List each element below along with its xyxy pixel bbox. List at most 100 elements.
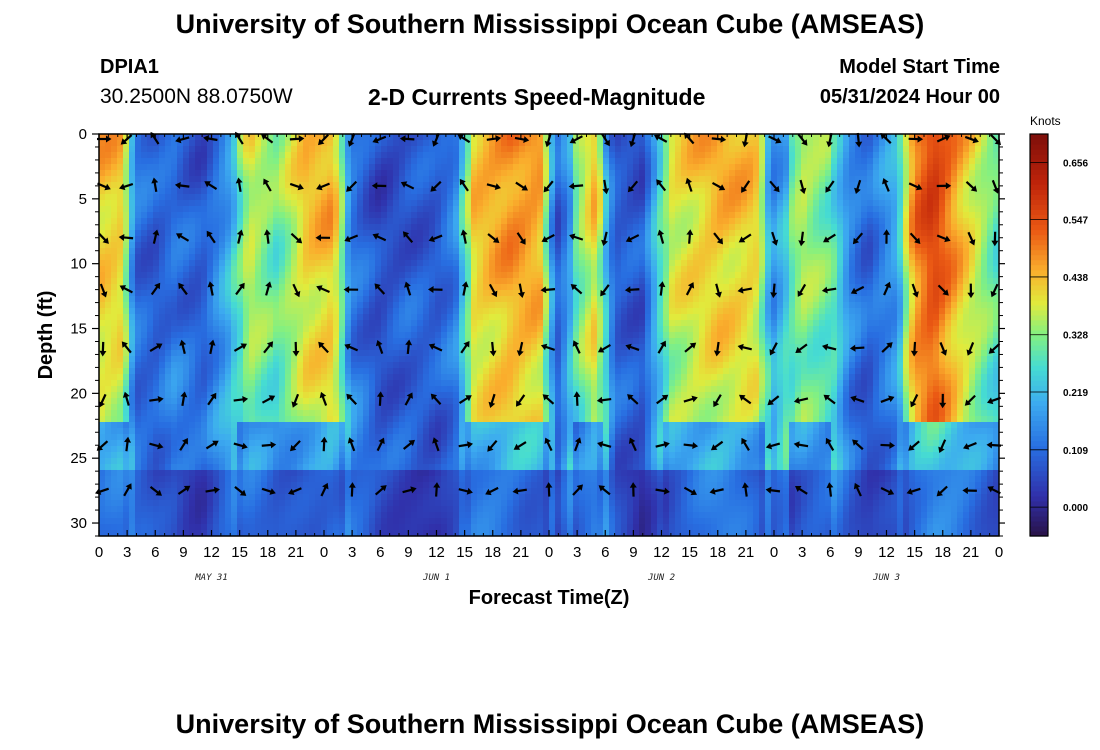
heatmap-cell — [303, 200, 310, 207]
heatmap-cell — [225, 152, 232, 159]
heatmap-cell — [117, 494, 124, 501]
heatmap-cell — [315, 440, 322, 447]
heatmap-cell — [537, 170, 544, 177]
heatmap-cell — [225, 200, 232, 207]
heatmap-cell — [171, 188, 178, 195]
heatmap-cell — [195, 494, 202, 501]
heatmap-cell — [345, 314, 352, 321]
heatmap-cell — [435, 218, 442, 225]
heatmap-cell — [117, 194, 124, 201]
heatmap-cell — [357, 290, 364, 297]
heatmap-cell — [381, 422, 388, 429]
heatmap-cell — [273, 374, 280, 381]
heatmap-cell — [525, 434, 532, 441]
heatmap-cell — [279, 344, 286, 351]
heatmap-cell — [327, 332, 334, 339]
heatmap-cell — [321, 350, 328, 357]
heatmap-cell — [501, 344, 508, 351]
heatmap-cell — [177, 260, 184, 267]
heatmap-cell — [537, 212, 544, 219]
heatmap-cell — [231, 140, 238, 147]
heatmap-cell — [255, 422, 262, 429]
heatmap-cell — [465, 206, 472, 213]
heatmap-cell — [189, 362, 196, 369]
heatmap-cell — [435, 452, 442, 459]
heatmap-cell — [495, 326, 502, 333]
heatmap-cell — [291, 302, 298, 309]
heatmap-cell — [507, 464, 514, 471]
heatmap-cell — [177, 338, 184, 345]
heatmap-cell — [363, 212, 370, 219]
heatmap-cell — [261, 230, 268, 237]
heatmap-cell — [165, 458, 172, 465]
heatmap-cell — [429, 302, 436, 309]
heatmap-cell — [267, 284, 274, 291]
heatmap-cell — [435, 530, 442, 537]
heatmap-cell — [393, 410, 400, 417]
heatmap-cell — [507, 254, 514, 261]
heatmap-cell — [123, 200, 130, 207]
heatmap-cell — [195, 512, 202, 519]
heatmap-cell — [357, 158, 364, 165]
heatmap-cell — [183, 158, 190, 165]
heatmap-cell — [543, 134, 550, 141]
heatmap-cell — [387, 470, 394, 477]
heatmap-cell — [123, 404, 130, 411]
heatmap-cell — [213, 356, 220, 363]
heatmap-cell — [273, 176, 280, 183]
heatmap-cell — [201, 512, 208, 519]
heatmap-cell — [111, 224, 118, 231]
heatmap-cell — [399, 446, 406, 453]
heatmap-cell — [183, 380, 190, 387]
heatmap-cell — [303, 518, 310, 525]
heatmap-cell — [471, 308, 478, 315]
heatmap-cell — [123, 266, 130, 273]
heatmap-cell — [417, 296, 424, 303]
heatmap-cell — [357, 206, 364, 213]
heatmap-cell — [393, 494, 400, 501]
heatmap-cell — [429, 230, 436, 237]
heatmap-cell — [327, 392, 334, 399]
heatmap-cell — [417, 176, 424, 183]
heatmap-cell — [261, 206, 268, 213]
heatmap-cell — [159, 200, 166, 207]
heatmap-cell — [537, 386, 544, 393]
heatmap-cell — [165, 218, 172, 225]
heatmap-cell — [285, 248, 292, 255]
heatmap-cell — [243, 398, 250, 405]
heatmap-cell — [345, 278, 352, 285]
heatmap-cell — [195, 272, 202, 279]
heatmap-cell — [315, 212, 322, 219]
heatmap-cell — [237, 446, 244, 453]
heatmap-cell — [153, 176, 160, 183]
heatmap-cell — [237, 440, 244, 447]
heatmap-cell — [99, 170, 106, 177]
heatmap-cell — [495, 470, 502, 477]
heatmap-cell — [447, 350, 454, 357]
heatmap-cell — [117, 224, 124, 231]
heatmap-cell — [513, 260, 520, 267]
heatmap-cell — [387, 134, 394, 141]
heatmap-cell — [495, 422, 502, 429]
heatmap-cell — [381, 146, 388, 153]
heatmap-cell — [141, 416, 148, 423]
heatmap-cell — [507, 506, 514, 513]
heatmap-cell — [465, 452, 472, 459]
heatmap-cell — [345, 206, 352, 213]
heatmap-cell — [423, 392, 430, 399]
heatmap-cell — [411, 512, 418, 519]
heatmap-cell — [231, 308, 238, 315]
heatmap-cell — [447, 392, 454, 399]
heatmap-cell — [285, 398, 292, 405]
heatmap-cell — [123, 260, 130, 267]
heatmap-cell — [273, 458, 280, 465]
heatmap-cell — [327, 230, 334, 237]
heatmap-cell — [477, 170, 484, 177]
heatmap-cell — [495, 248, 502, 255]
heatmap-cell — [369, 314, 376, 321]
heatmap-cell — [441, 290, 448, 297]
heatmap-cell — [225, 500, 232, 507]
heatmap-cell — [483, 494, 490, 501]
heatmap-cell — [99, 386, 106, 393]
heatmap-cell — [165, 356, 172, 363]
